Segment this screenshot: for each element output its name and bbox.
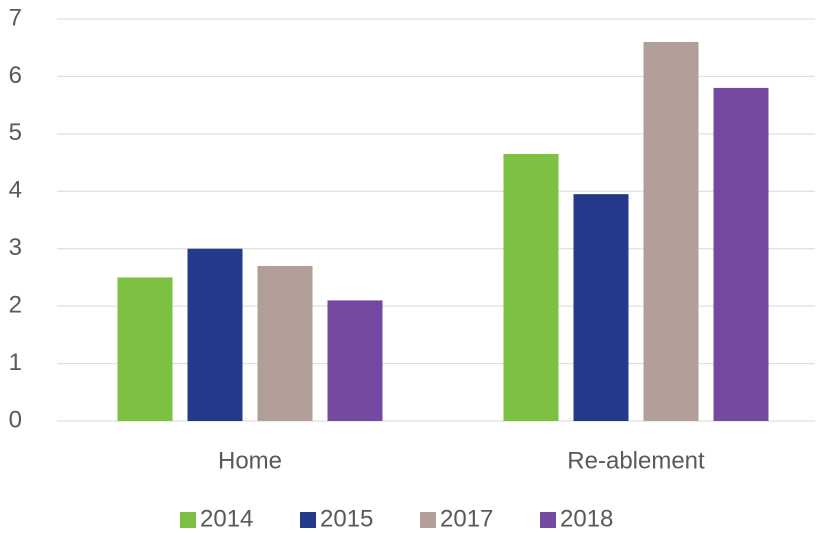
bar: [257, 265, 313, 421]
bar: [187, 248, 243, 421]
x-tick-label: Re-ablement: [567, 447, 705, 474]
legend-label: 2015: [320, 505, 373, 532]
legend-swatch: [180, 512, 196, 528]
legend-label: 2017: [440, 505, 493, 532]
bar: [327, 300, 383, 421]
y-tick-label: 7: [9, 4, 22, 31]
bar: [503, 153, 559, 421]
bar: [573, 194, 629, 421]
legend-label: 2018: [560, 505, 613, 532]
y-tick-label: 5: [9, 119, 22, 146]
y-tick-label: 1: [9, 349, 22, 376]
y-tick-label: 6: [9, 62, 22, 89]
legend-swatch: [540, 512, 556, 528]
legend-label: 2014: [200, 505, 253, 532]
x-tick-label: Home: [218, 447, 282, 474]
legend-swatch: [420, 512, 436, 528]
bar: [643, 41, 699, 421]
legend-swatch: [300, 512, 316, 528]
y-tick-label: 3: [9, 234, 22, 261]
bar: [713, 87, 769, 422]
y-tick-label: 2: [9, 291, 22, 318]
bar: [117, 277, 173, 421]
y-tick-label: 4: [9, 177, 22, 204]
y-tick-label: 0: [9, 406, 22, 433]
